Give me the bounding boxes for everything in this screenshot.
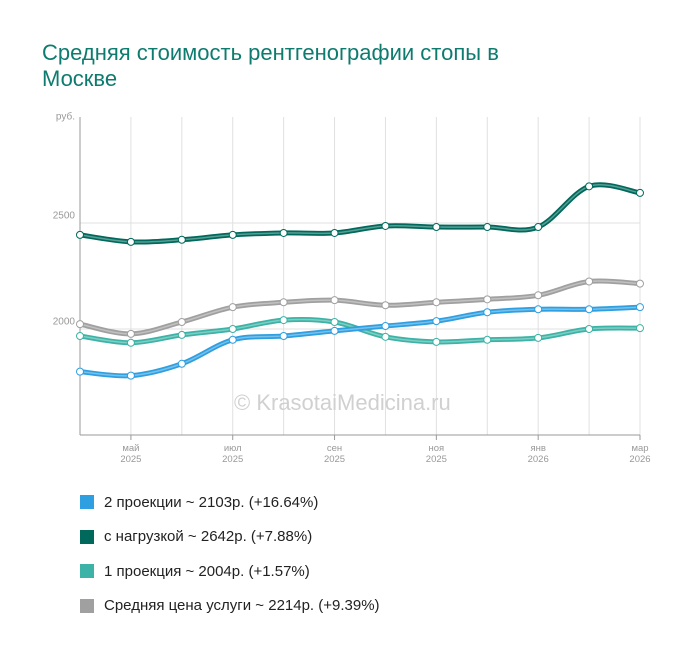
point — [177, 235, 186, 244]
point — [483, 295, 492, 304]
x-tick-label: янв 2026 — [527, 443, 549, 465]
point — [534, 305, 543, 314]
point — [534, 223, 543, 232]
x-tick-label: сен 2025 — [323, 443, 346, 465]
point — [432, 337, 441, 346]
legend-item: 2 проекции ~ 2103р. (+16.64%) — [80, 485, 380, 520]
point — [432, 223, 441, 232]
x-tick-label: ноя 2025 — [425, 443, 447, 465]
legend-swatch — [80, 598, 94, 613]
point — [177, 330, 186, 339]
series-line — [79, 304, 641, 379]
legend-item: Средняя цена услуги ~ 2214р. (+9.39%) — [80, 589, 380, 624]
x-tick-label: май 2025 — [120, 443, 142, 465]
point — [279, 331, 288, 340]
x-tick-label: мар 2026 — [629, 443, 651, 465]
legend-swatch — [80, 529, 94, 544]
point — [330, 326, 339, 335]
y-tick-label: 2500 — [53, 211, 76, 222]
point — [126, 371, 135, 380]
point — [76, 331, 84, 340]
point — [585, 182, 594, 191]
point — [228, 325, 237, 333]
x-tick-label: июл 2025 — [222, 443, 244, 465]
point — [636, 188, 644, 197]
point — [483, 308, 492, 317]
point — [381, 332, 390, 341]
y-axis-label: руб. — [56, 111, 75, 123]
point — [76, 320, 84, 329]
point — [330, 296, 339, 305]
point — [483, 335, 492, 344]
point — [228, 230, 237, 239]
point — [126, 338, 135, 347]
series-line — [79, 316, 641, 346]
legend-swatch — [80, 495, 94, 510]
point — [76, 367, 84, 376]
point — [279, 316, 288, 325]
point — [330, 228, 339, 237]
point — [228, 303, 237, 312]
point — [126, 237, 135, 246]
series-line-highlight — [79, 280, 641, 335]
legend-label: с нагрузкой ~ 2642р. (+7.88%) — [104, 528, 313, 546]
legend-label: Средняя цена услуги ~ 2214р. (+9.39%) — [104, 597, 380, 615]
point — [636, 303, 644, 312]
point — [381, 221, 390, 230]
point — [432, 298, 441, 307]
point — [636, 324, 644, 333]
legend-label: 2 проекции ~ 2103р. (+16.64%) — [104, 493, 319, 511]
legend-item: 1 проекция ~ 2004р. (+1.57%) — [80, 554, 380, 589]
series-line-highlight — [79, 184, 641, 243]
point — [636, 279, 644, 288]
legend-item: с нагрузкой ~ 2642р. (+7.88%) — [80, 520, 380, 555]
point — [381, 301, 390, 310]
series-line — [79, 278, 641, 337]
point — [483, 223, 492, 232]
y-tick-label: 2000 — [53, 317, 76, 328]
point — [76, 230, 84, 239]
point — [585, 305, 594, 314]
point — [279, 298, 288, 307]
point — [126, 329, 135, 338]
legend-label: 1 проекция ~ 2004р. (+1.57%) — [104, 562, 310, 580]
chart-title: Средняя стоимость рентгенографии стопы в… — [42, 40, 499, 91]
point — [177, 359, 186, 368]
point — [228, 335, 237, 344]
point — [585, 277, 594, 286]
point — [381, 322, 390, 331]
point — [330, 318, 339, 327]
legend: 2 проекции ~ 2103р. (+16.64%) с нагрузкой… — [80, 485, 380, 623]
point — [534, 291, 543, 300]
point — [585, 325, 594, 333]
point — [534, 333, 543, 342]
legend-swatch — [80, 564, 94, 579]
series-line-highlight — [79, 306, 641, 377]
point — [177, 318, 186, 327]
point — [279, 228, 288, 237]
point — [432, 317, 441, 326]
watermark: © KrasotaiMedicina.ru — [234, 390, 451, 415]
